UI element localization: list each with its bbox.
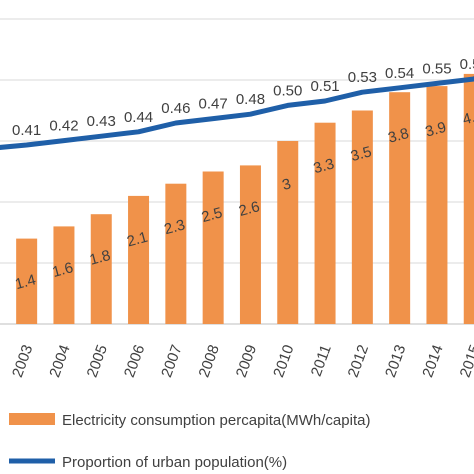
line-data-label: 0.50: [273, 82, 302, 99]
x-tick-label: 2012: [345, 343, 372, 380]
legend-bar-label: Electricity consumption percapita(MWh/ca…: [62, 412, 370, 429]
line-data-label: 0.54: [385, 65, 414, 82]
bar: [53, 226, 75, 324]
x-tick-label: 2013: [382, 343, 409, 380]
line-data-label: 0.46: [161, 100, 190, 117]
bar: [90, 214, 112, 324]
line-data-label: 0.43: [87, 113, 116, 130]
legend: Electricity consumption percapita(MWh/ca…: [9, 412, 370, 471]
bar: [16, 238, 38, 324]
line-data-labels: 0.41 0.42 0.43 0.44 0.46 0.47 0.48 0.50 0.51 0.53…: [12, 56, 474, 139]
legend-bar-swatch: [9, 413, 55, 425]
line-data-label: 0.53: [348, 69, 377, 86]
bar-data-label: 1.6: [51, 259, 76, 281]
bar-data-label: 2.1: [125, 229, 150, 251]
x-tick-label: 2003: [9, 343, 36, 380]
x-tick-label: 2014: [419, 343, 446, 380]
bar: [351, 110, 373, 324]
x-tick-label: 2011: [308, 343, 335, 379]
x-axis-tick-labels: 2003 2004 2005 2006 2007 2008 2009 2010 2011 2012…: [9, 343, 474, 380]
x-tick-label: 2004: [46, 343, 73, 380]
line-data-label: 0.51: [310, 78, 339, 95]
bar-data-label: 3.8: [386, 125, 411, 147]
x-tick-label: 2008: [196, 343, 223, 380]
line-data-label: 0.56: [460, 56, 474, 73]
bar: [128, 195, 150, 324]
bar-data-label: 1.4: [13, 271, 38, 293]
x-tick-label: 2007: [158, 343, 185, 380]
bar: [463, 73, 474, 325]
x-tick-label: 2006: [121, 343, 148, 380]
bar-data-label: 2.5: [200, 204, 225, 226]
bar-data-label: 2.3: [162, 216, 187, 238]
line-data-label: 0.47: [199, 96, 228, 113]
bar: [426, 86, 448, 324]
bar: [314, 122, 336, 324]
line-data-label: 0.42: [49, 118, 78, 135]
line-data-label: 0.48: [236, 91, 265, 108]
bar: [277, 141, 299, 324]
legend-line-label: Proportion of urban population(%): [62, 454, 287, 471]
bar-data-label: 1.8: [88, 247, 113, 269]
bar: [202, 171, 224, 324]
bar: [389, 92, 411, 324]
urban-population-line: [0, 75, 474, 150]
x-tick-label: 2010: [270, 343, 297, 380]
bar: [165, 183, 187, 324]
bar-series: [16, 73, 474, 325]
bar-data-labels: 1.41.61.82.12.32.5 2.633.33.53.8 3.94.1: [13, 107, 474, 294]
x-tick-label: 2005: [84, 343, 111, 380]
bar-data-label: 3.5: [349, 143, 374, 165]
line-data-label: 0.41: [12, 122, 41, 139]
bar-data-label: 3.9: [424, 119, 449, 141]
bar: [239, 165, 261, 324]
x-tick-label: 2015: [457, 343, 474, 380]
x-tick-label: 2009: [233, 343, 260, 380]
line-data-label: 0.55: [422, 60, 451, 77]
bar-data-label: 4.1: [461, 107, 474, 129]
bar-data-label: 3.3: [312, 155, 337, 177]
bar-data-label: 2.6: [237, 198, 262, 220]
line-data-label: 0.44: [124, 109, 153, 126]
